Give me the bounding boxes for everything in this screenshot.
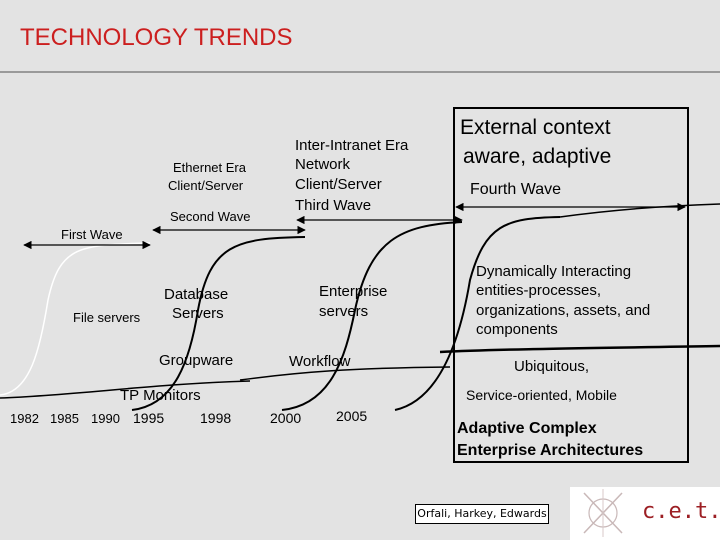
enterprise-architectures-label: Enterprise Architectures [457,442,644,459]
organizations-assets-label: organizations, assets, and [476,302,651,319]
year-1982: 1982 [10,411,39,426]
year-1985: 1985 [50,411,79,426]
fourth-high-curve [559,203,720,218]
file-servers-label: File servers [73,310,141,325]
third-wave-label: Third Wave [295,197,372,214]
ubiquitous-label: Ubiquitous, [514,358,590,375]
fourth-wave-box [453,107,689,463]
groupware-label: Groupware [159,352,234,369]
second-low-curve [0,380,251,399]
year-1995: 1995 [133,410,165,426]
service-oriented-label: Service-oriented, Mobile [466,387,617,403]
enterprise-servers-label: servers [319,303,369,320]
workflow-label: Workflow [289,353,351,370]
adaptive-complex-label: Adaptive Complex [457,420,597,437]
tp-monitors-label: TP Monitors [120,387,201,404]
components-label: components [476,321,558,338]
dynamically-interacting-label: Dynamically Interacting [476,263,632,280]
external-context-label: External context [460,116,611,139]
database-label: Database [164,286,229,303]
aware-adaptive-label: aware, adaptive [463,145,612,168]
inter-intranet-era-label: Inter-Intranet Era [295,137,409,154]
client-server-label: Client/Server [168,178,244,193]
third-wave-curve [281,221,463,411]
second-wave-curve [131,236,306,411]
fourth-wave-label: Fourth Wave [470,181,561,198]
year-1990: 1990 [91,411,120,426]
ethernet-era-label: Ethernet Era [173,160,246,175]
network-label: Network [295,156,351,173]
ceti-logo: c.e.t.i [570,487,720,540]
fourth-low-curve [439,344,720,354]
citation-box: Orfali, Harkey, Edwards [415,504,549,524]
title-divider [0,71,720,73]
page-title: TECHNOLOGY TRENDS [20,24,293,51]
fourth-wave-curve [394,216,561,411]
servers-label: Servers [172,305,224,322]
logo-mark-icon [583,489,623,537]
year-1998: 1998 [200,410,232,426]
third-low-curve [239,366,451,381]
year-2005: 2005 [336,408,368,424]
entities-processes-label: entities-processes, [476,282,602,299]
second-wave-label: Second Wave [170,209,251,224]
year-2000: 2000 [270,410,302,426]
enterprise-label: Enterprise [319,283,388,300]
logo-text: c.e.t.i [642,499,720,524]
first-wave-label: First Wave [61,227,123,242]
network-client-server-label: Client/Server [295,176,382,193]
